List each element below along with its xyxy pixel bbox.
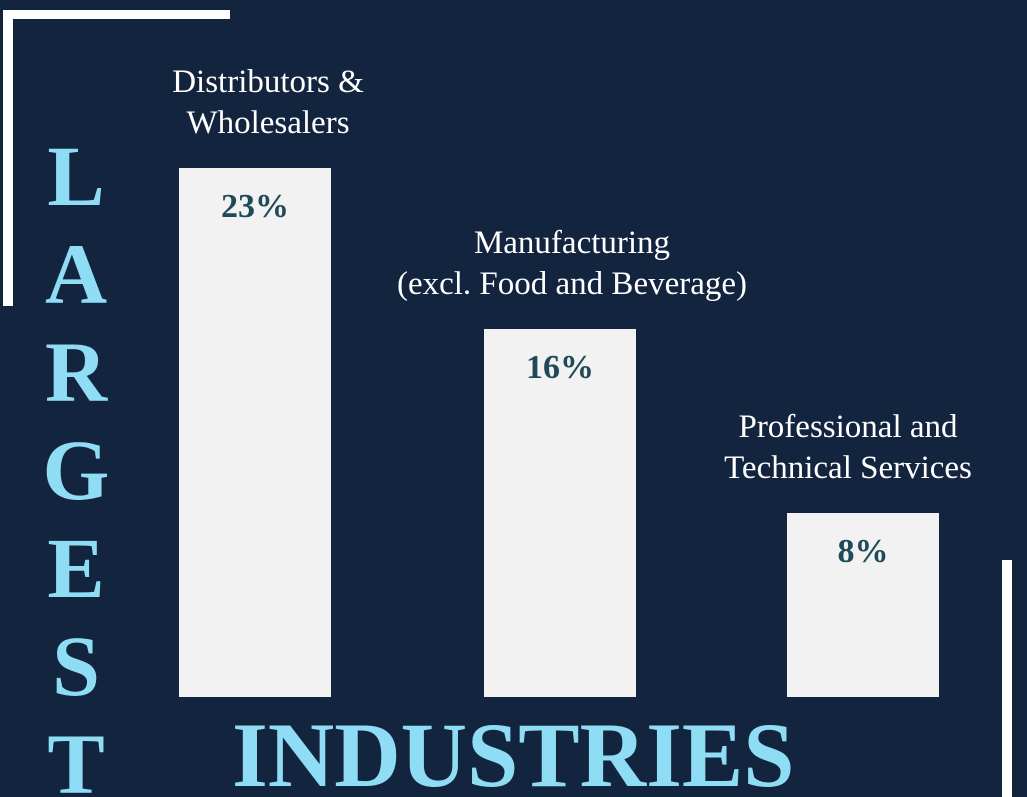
title-vertical: LARGEST [28,128,124,797]
frame-line [3,10,13,306]
category-label: Professional and Technical Services [724,409,972,486]
bar [179,168,331,697]
value-label: 8% [837,533,889,570]
bar [787,513,939,697]
value-label: 16% [526,349,594,386]
category-label: Distributors & Wholesalers [172,64,364,141]
category-label: Manufacturing (excl. Food and Beverage) [396,225,748,302]
title: INDUSTRIES [232,704,795,797]
frame-line [3,10,230,19]
frame-line [1002,560,1012,797]
bar [484,329,636,697]
value-label: 23% [221,188,289,225]
